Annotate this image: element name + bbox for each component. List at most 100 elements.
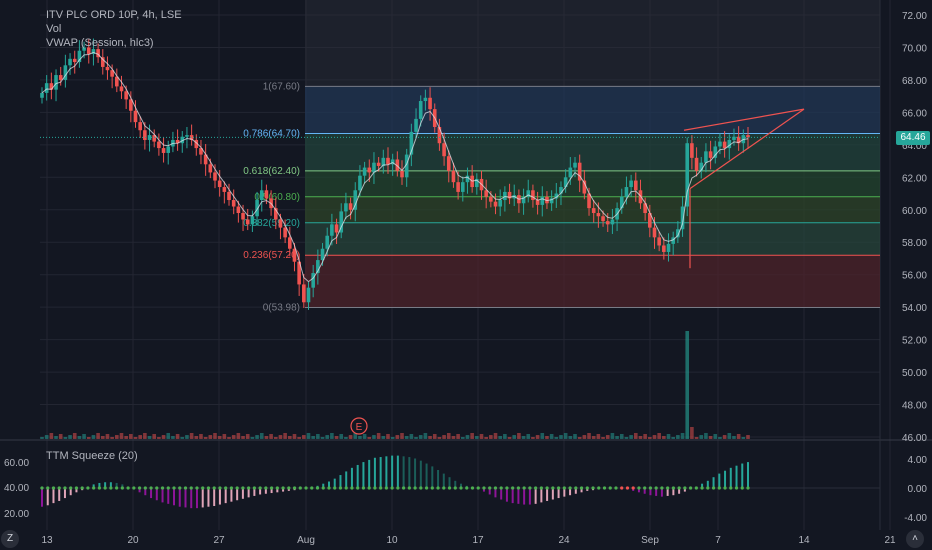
volume-bar — [147, 436, 152, 439]
squeeze-dot — [281, 486, 285, 490]
price-axis-label: 72.00 — [902, 11, 927, 22]
time-axis-label: 20 — [127, 535, 139, 546]
squeeze-dot — [160, 486, 165, 490]
candle-body — [96, 49, 100, 58]
squeeze-dot — [356, 486, 360, 490]
fib-zone — [305, 133, 880, 171]
time-axis-label: 27 — [213, 535, 225, 546]
volume-bar — [199, 434, 203, 439]
squeeze-legend[interactable]: TTM Squeeze (20) — [46, 450, 138, 462]
squeeze-dot — [620, 486, 624, 490]
candle-body — [386, 157, 390, 165]
triangle-pattern-drawing[interactable] — [683, 108, 805, 269]
candle-body — [381, 157, 386, 166]
symbol-title[interactable]: ITV PLC ORD 10P, 4h, LSE — [46, 9, 182, 21]
fib-zone — [305, 255, 880, 308]
candle-body — [241, 213, 245, 220]
candle-body — [475, 178, 479, 188]
candle-body — [133, 110, 138, 123]
squeeze-dot — [327, 486, 331, 490]
chevron-up-icon[interactable]: ˄ — [906, 530, 924, 548]
volume-bar — [708, 436, 713, 439]
price-axis-label: 56.00 — [902, 271, 927, 282]
squeeze-dot — [562, 486, 566, 490]
candle-body — [409, 131, 414, 155]
candle-body — [348, 203, 353, 210]
squeeze-dot — [654, 486, 658, 490]
candle-body — [91, 49, 96, 54]
volume-bar — [143, 433, 147, 439]
candle-body — [596, 213, 601, 217]
candle-body — [451, 170, 456, 183]
volume-bar — [119, 433, 124, 439]
volume-bar — [713, 434, 718, 439]
squeeze-dot — [46, 486, 50, 490]
candle-body — [217, 180, 222, 188]
squeeze-dot — [201, 486, 205, 490]
earnings-marker[interactable] — [350, 417, 368, 435]
volume-bar — [479, 434, 484, 439]
squeeze-dot — [275, 486, 279, 490]
volume-bar — [409, 434, 414, 439]
volume-bar — [259, 433, 264, 439]
volume-bar — [559, 435, 563, 439]
time-axis-label: 17 — [472, 535, 484, 546]
triangle-upper-line — [683, 108, 805, 131]
volume-bar — [302, 435, 306, 439]
squeeze-dot — [361, 486, 366, 490]
volume-bar — [241, 436, 245, 439]
candle-body — [236, 206, 241, 214]
fibonacci-retracement[interactable]: 1(67.60) 0.786(64.70) 0.618(62.40) 0.5(60.8… — [243, 0, 880, 313]
zoom-button[interactable]: Z — [1, 530, 19, 548]
candle-body — [255, 200, 259, 217]
volume-bar — [129, 434, 133, 439]
candle-body — [652, 227, 657, 238]
volume-bar — [386, 434, 390, 439]
squeeze-dot — [402, 486, 406, 490]
squeeze-dot — [333, 486, 337, 490]
candle-body — [460, 182, 465, 192]
squeeze-dot — [459, 486, 463, 490]
time-axis-label: Aug — [297, 535, 315, 546]
candle-body — [297, 261, 301, 285]
volume-bar — [736, 434, 741, 439]
squeeze-dot — [373, 486, 377, 490]
candle-body — [147, 135, 152, 140]
squeeze-dot — [602, 486, 607, 490]
squeeze-dot — [269, 486, 274, 490]
volume-bar — [591, 436, 596, 439]
candle-body — [175, 139, 180, 144]
squeeze-dot — [264, 486, 268, 490]
volume-bar — [330, 433, 334, 439]
volume-bar — [395, 435, 400, 439]
squeeze-dot — [195, 486, 199, 490]
price-axis-label: 64.00 — [902, 141, 927, 152]
squeeze-dot — [424, 486, 429, 490]
candle-body — [138, 122, 142, 131]
candle-body — [563, 177, 568, 188]
squeeze-dot — [499, 486, 503, 490]
volume-bar — [484, 437, 488, 439]
candle-body — [414, 118, 418, 132]
volume-bar — [325, 435, 330, 439]
squeeze-dot — [585, 486, 589, 490]
volume-bar — [100, 436, 105, 439]
squeeze-dot — [545, 486, 549, 490]
candle-body — [58, 75, 63, 80]
squeeze-dot — [172, 486, 176, 490]
volume-bar — [400, 433, 404, 439]
squeeze-dot — [292, 486, 297, 490]
volume-legend[interactable]: Vol — [46, 23, 62, 35]
candle-body — [531, 190, 535, 201]
candle-body — [278, 219, 283, 228]
volume-bar — [680, 433, 685, 439]
volume-bar — [152, 434, 157, 439]
candle-body — [353, 190, 358, 210]
vwap-legend[interactable]: VWAP (Session, hlc3) — [46, 37, 154, 49]
volume-bar — [157, 437, 161, 439]
volume-bar — [512, 435, 517, 439]
squeeze-dot — [746, 486, 750, 490]
candle-body — [227, 191, 231, 201]
squeeze-dot — [534, 486, 538, 490]
